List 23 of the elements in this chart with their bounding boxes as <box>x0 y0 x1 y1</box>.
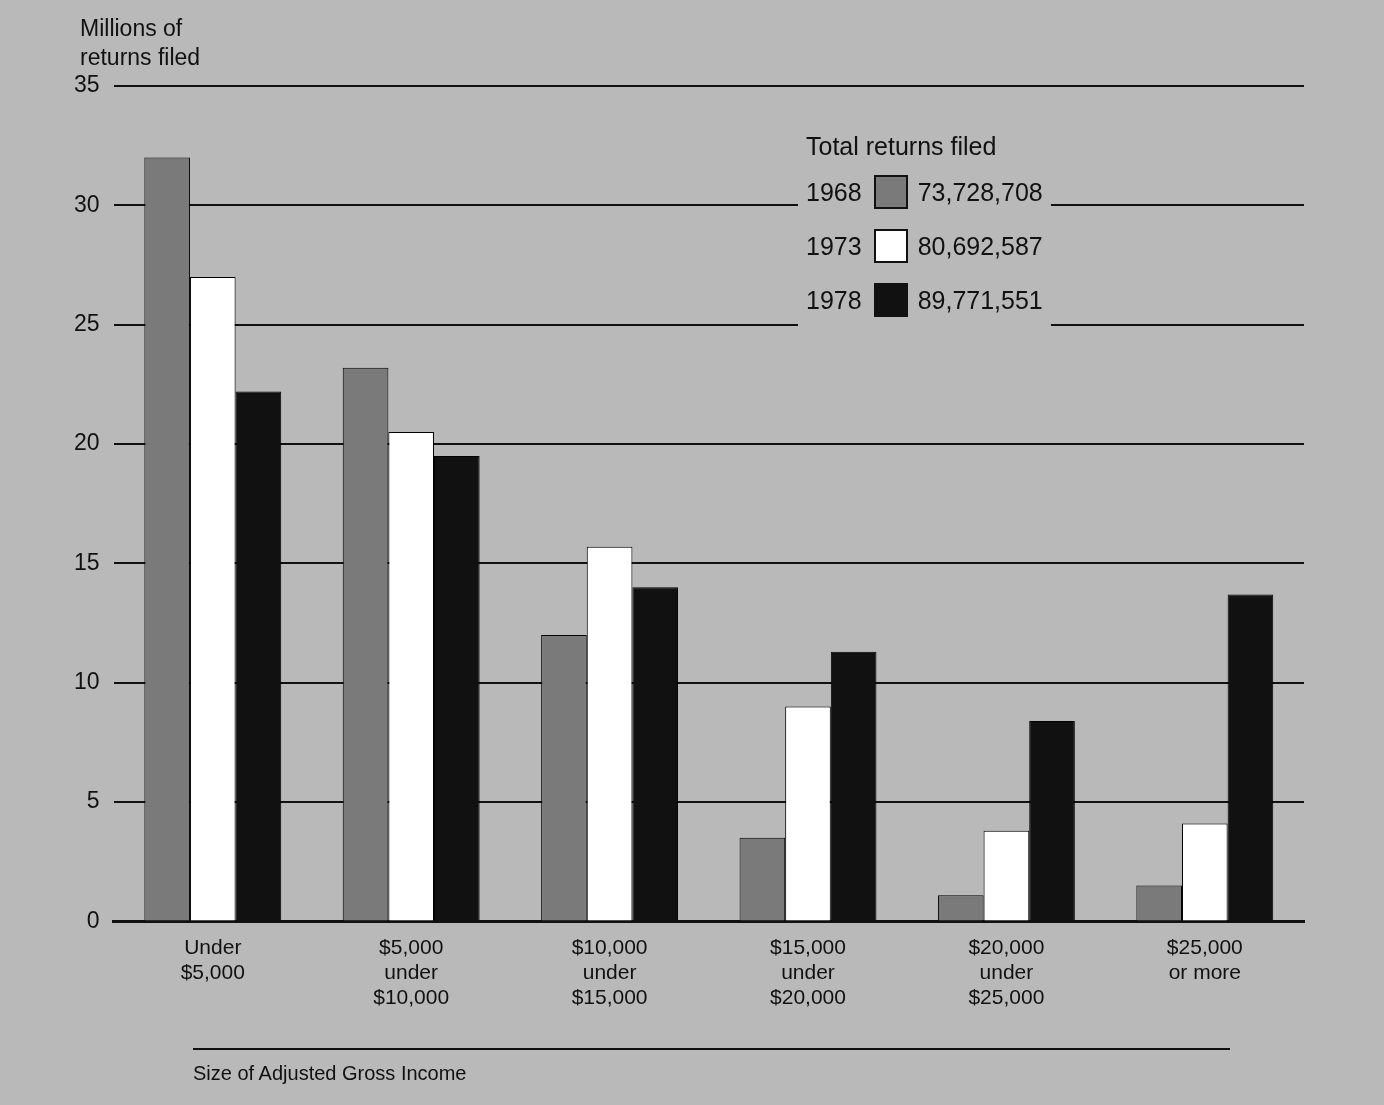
y-tick-label: 5 <box>86 787 100 814</box>
y-tick-label: 0 <box>86 906 100 933</box>
x-axis-title: Size of Adjusted Gross Income <box>193 1048 1230 1085</box>
x-tick-label: $15,000 under $20,000 <box>770 934 846 1009</box>
y-tick-label: 35 <box>73 71 100 98</box>
legend-label: 1978 <box>806 285 862 315</box>
legend-label: 1973 <box>806 231 862 261</box>
y-tick-label: 25 <box>73 310 100 337</box>
annotation: 73,728,708 <box>917 177 1043 207</box>
legend-title: Total returns filed <box>806 132 998 161</box>
x-tick-label: $10,000 under $15,000 <box>571 934 648 1009</box>
annotation: 89,771,551 <box>917 285 1043 315</box>
x-tick-label: $20,000 under $25,000 <box>968 934 1045 1009</box>
annotation: 80,692,587 <box>917 231 1043 261</box>
y-tick-label: 10 <box>73 668 100 695</box>
y-tick-label: 20 <box>73 429 100 456</box>
y-tick-label: 15 <box>73 548 100 575</box>
legend-label: 1968 <box>806 177 862 207</box>
x-tick-label: Under $5,000 <box>180 934 245 983</box>
x-tick-label: $5,000 under $10,000 <box>373 934 450 1009</box>
y-tick-label: 30 <box>73 190 100 217</box>
x-tick-label: $25,000 or more <box>1166 934 1243 983</box>
y-axis-title: Millions of returns filed <box>80 14 202 72</box>
